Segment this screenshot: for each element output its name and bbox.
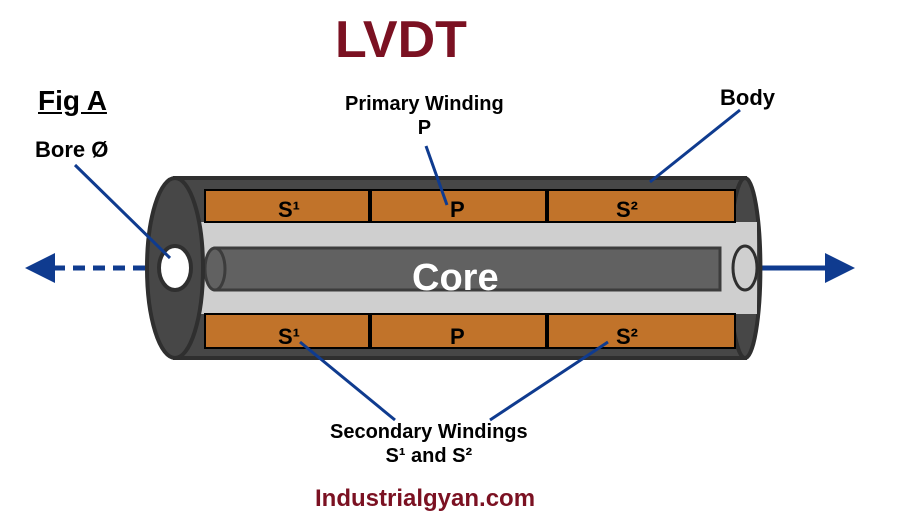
figure-label: Fig A [38, 85, 107, 117]
label-primary-winding: Primary Winding P [345, 92, 504, 140]
label-p-top: P [450, 197, 465, 222]
label-p-bottom: P [450, 324, 465, 349]
label-bore: Bore Ø [35, 137, 108, 163]
label-primary-line1: Primary Winding [345, 92, 504, 116]
label-s2-top: S² [616, 197, 638, 222]
label-body: Body [720, 85, 775, 111]
label-primary-line2: P [345, 116, 504, 140]
label-secondary-windings: Secondary Windings S¹ and S² [330, 420, 528, 468]
label-core: Core [412, 257, 499, 299]
label-s1-bottom: S¹ [278, 324, 300, 349]
branding-text: Industrialgyan.com [315, 485, 535, 513]
diagram-title: LVDT [335, 10, 467, 70]
label-secondary-line2: S¹ and S² [330, 444, 528, 468]
label-s2-bottom: S² [616, 324, 638, 349]
label-s1-top: S¹ [278, 197, 300, 222]
leader-body [650, 110, 740, 182]
label-secondary-line1: Secondary Windings [330, 420, 528, 444]
right-opening [733, 246, 757, 290]
